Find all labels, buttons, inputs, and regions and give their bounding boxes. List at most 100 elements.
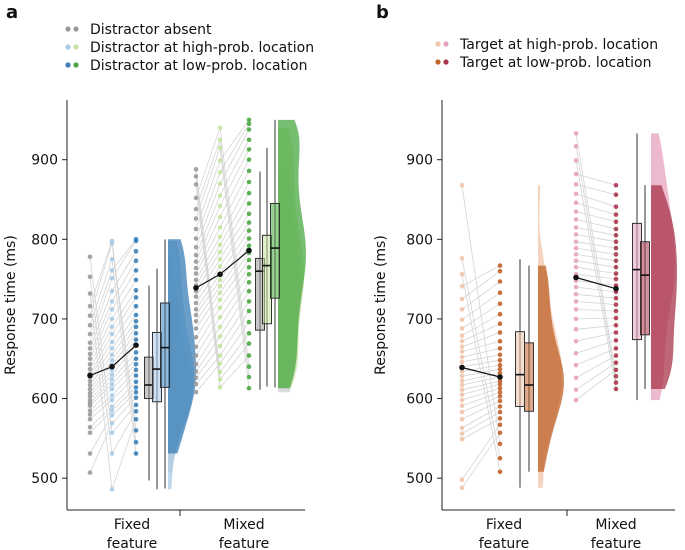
data-point	[459, 307, 465, 312]
data-point	[613, 204, 619, 209]
data-point	[613, 353, 619, 358]
data-point	[573, 217, 579, 222]
subject-line	[575, 293, 617, 299]
data-point	[573, 327, 579, 332]
data-point	[573, 252, 579, 257]
data-point	[133, 373, 139, 378]
data-point	[497, 362, 503, 368]
data-point	[109, 299, 115, 304]
subject-line	[575, 133, 617, 377]
data-point	[459, 296, 465, 302]
data-point	[246, 257, 252, 263]
subject-line	[575, 369, 617, 401]
data-point	[217, 234, 223, 240]
x-group-label-line: Fixed	[114, 517, 150, 533]
data-point	[613, 219, 619, 225]
data-point	[613, 192, 619, 197]
subject-line	[575, 340, 617, 354]
data-point	[217, 242, 223, 248]
data-point	[133, 268, 139, 273]
data-point	[459, 374, 465, 379]
data-point	[497, 398, 503, 404]
mean-point	[133, 342, 139, 349]
data-point	[613, 302, 619, 307]
data-point	[459, 387, 465, 393]
data-point	[573, 182, 579, 187]
data-point	[217, 158, 223, 163]
data-point	[109, 487, 115, 492]
data-point	[133, 367, 139, 373]
data-point	[87, 390, 93, 396]
subject-line	[575, 193, 617, 208]
subject-line	[461, 185, 501, 444]
data-point	[497, 381, 503, 387]
data-point	[217, 249, 223, 255]
data-point	[193, 236, 199, 241]
subject-line	[575, 317, 617, 320]
data-point	[246, 331, 252, 336]
data-point	[217, 145, 223, 151]
y-tick-label: 600	[406, 392, 433, 408]
legend-dot	[73, 62, 79, 68]
data-point	[613, 374, 619, 379]
data-point	[246, 243, 252, 248]
legend-dot	[443, 41, 449, 47]
x-group-label-line: feature	[107, 536, 158, 550]
data-point	[87, 313, 93, 319]
data-point	[497, 409, 503, 415]
data-point	[193, 319, 199, 324]
data-point	[573, 131, 579, 136]
subject-line	[575, 309, 617, 312]
data-point	[573, 191, 579, 197]
data-point	[459, 182, 465, 188]
data-point	[246, 127, 252, 132]
data-point	[613, 226, 619, 232]
data-point	[613, 308, 619, 314]
data-point	[193, 381, 199, 387]
subject-line	[461, 270, 501, 300]
data-point	[217, 214, 223, 220]
data-point	[193, 312, 199, 318]
data-point	[246, 179, 252, 185]
data-point	[613, 182, 619, 188]
subject-line	[461, 265, 501, 287]
data-point	[246, 121, 252, 127]
data-point	[217, 377, 223, 382]
data-point	[87, 430, 93, 436]
data-point	[109, 276, 115, 281]
subject-line	[575, 254, 617, 262]
data-point	[246, 228, 252, 233]
subject-line	[461, 281, 501, 310]
subject-line	[575, 202, 617, 215]
data-point	[87, 274, 93, 280]
data-point	[459, 354, 465, 360]
data-point	[133, 249, 139, 254]
data-point	[87, 416, 93, 422]
data-point	[497, 416, 503, 421]
data-point	[613, 212, 619, 217]
data-point	[246, 190, 252, 196]
data-point	[459, 333, 465, 339]
data-point	[193, 353, 199, 358]
data-point	[613, 252, 619, 257]
data-point	[109, 420, 115, 426]
data-point	[217, 334, 223, 339]
mean-point	[613, 285, 619, 292]
y-tick-label: 600	[31, 392, 58, 408]
legend-label: Distractor absent	[90, 22, 212, 38]
data-point	[87, 351, 93, 357]
data-point	[613, 295, 619, 301]
data-point	[573, 284, 579, 290]
subject-line	[575, 301, 617, 305]
mean-line	[575, 276, 617, 290]
data-point	[613, 386, 619, 392]
data-point	[459, 326, 465, 331]
data-point	[87, 386, 93, 392]
x-group-label-line: Mixed	[595, 517, 636, 533]
subject-line	[195, 266, 250, 348]
data-point	[133, 350, 139, 355]
density-cloud	[538, 265, 564, 472]
data-point	[217, 277, 223, 283]
subject-line	[575, 266, 617, 274]
y-tick-label: 700	[31, 312, 58, 328]
